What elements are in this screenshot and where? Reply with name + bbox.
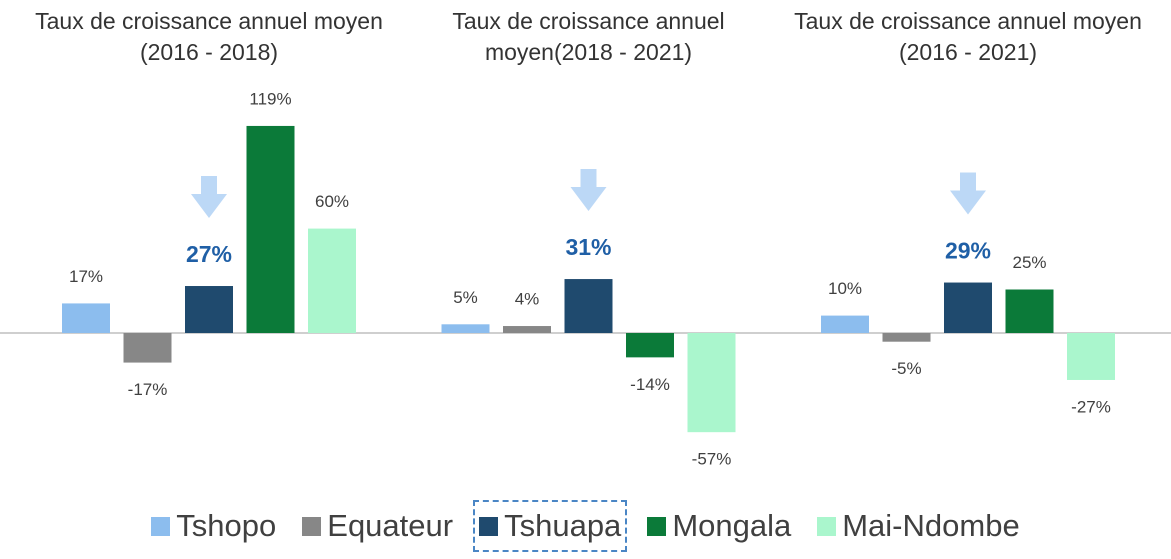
data-label: 25% [1012, 253, 1046, 272]
legend-swatch [302, 516, 322, 536]
bar [503, 326, 551, 333]
data-label: -14% [630, 375, 670, 394]
bar [687, 333, 736, 433]
legend-item: Tshopo [145, 500, 282, 552]
bar [246, 125, 295, 333]
bar [944, 282, 992, 333]
legend-item: Tshuapa [473, 500, 628, 552]
group-title: Taux de croissance annuel moyen (2016 - … [35, 8, 383, 65]
bar [185, 286, 233, 333]
data-label: 31% [565, 234, 611, 260]
data-label: 119% [249, 89, 291, 108]
data-label: 17% [69, 267, 103, 286]
data-label: 27% [186, 241, 232, 267]
data-label: -17% [128, 380, 168, 399]
bar [564, 279, 613, 333]
legend-label: Mai-Ndombe [842, 508, 1020, 543]
data-label: 60% [315, 192, 349, 211]
legend-item: Mai-Ndombe [811, 500, 1025, 552]
group-title: Taux de croissance annuel moyen (2016 - … [794, 8, 1142, 65]
data-label: 5% [453, 288, 478, 307]
legend-label: Tshuapa [504, 508, 622, 543]
legend-swatch [817, 516, 837, 536]
bar [1005, 289, 1054, 333]
data-label: 29% [945, 238, 991, 264]
bar [821, 315, 869, 333]
data-label: -27% [1071, 397, 1111, 416]
bar [308, 228, 356, 333]
bar [123, 333, 172, 363]
highlight-arrow [950, 172, 986, 215]
legend-item: Mongala [641, 500, 797, 552]
bar [626, 333, 674, 358]
legend-swatch [647, 516, 667, 536]
legend-label: Mongala [672, 508, 792, 543]
bar [62, 303, 110, 333]
legend: Tshopo Equateur Tshuapa Mongala Mai-Ndombe [0, 500, 1171, 552]
data-label: -5% [891, 359, 921, 378]
bar [441, 324, 490, 333]
data-label: 4% [515, 290, 540, 309]
highlight-arrow [570, 169, 607, 212]
group-title: Taux de croissance annuel moyen(2018 - 2… [452, 8, 725, 65]
legend-label: Equateur [327, 508, 454, 543]
legend-swatch [479, 516, 499, 536]
data-label: 10% [828, 279, 862, 298]
legend-label: Tshopo [176, 508, 277, 543]
legend-item: Equateur [296, 500, 459, 552]
legend-swatch [151, 516, 171, 536]
highlight-arrow [191, 176, 227, 219]
data-label: -57% [692, 450, 732, 469]
bar [1067, 333, 1115, 380]
bar [882, 333, 931, 342]
